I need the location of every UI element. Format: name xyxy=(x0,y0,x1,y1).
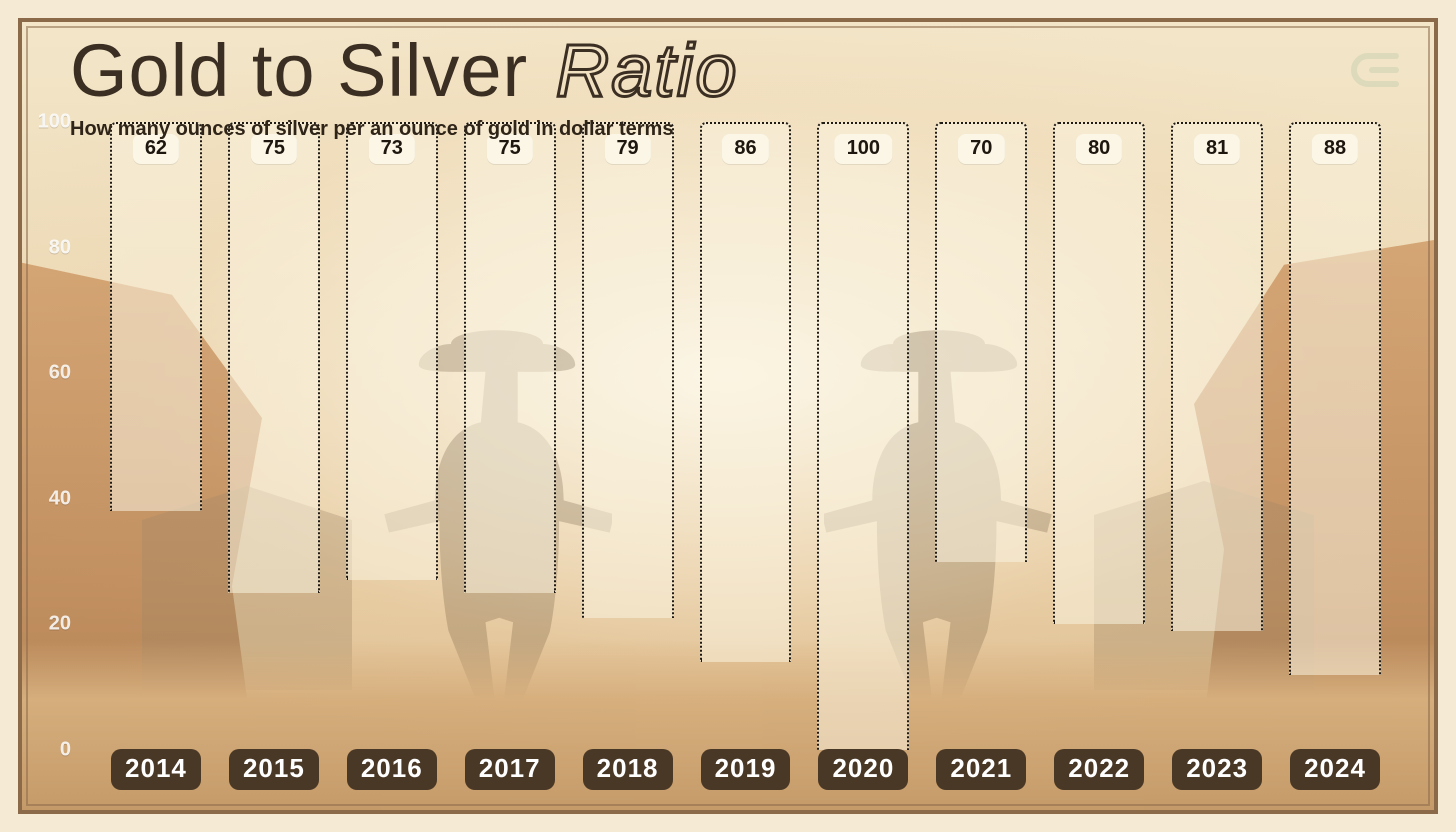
bar-slot: 80 xyxy=(1040,122,1158,750)
plot-area: 62757375798610070808188 020406080100 xyxy=(77,122,1404,750)
bar-slot: 88 xyxy=(1276,122,1394,750)
x-tick-label: 2021 xyxy=(922,749,1040,790)
bar: 70 xyxy=(935,122,1027,562)
bar-slot: 62 xyxy=(97,122,215,750)
page: Gold to Silver Ratio How many ounces of … xyxy=(0,0,1456,832)
x-tick-label: 2015 xyxy=(215,749,333,790)
y-tick-label: 100 xyxy=(31,111,71,134)
chart-frame: Gold to Silver Ratio How many ounces of … xyxy=(18,18,1438,814)
bar: 75 xyxy=(228,122,320,593)
x-tick-label: 2022 xyxy=(1040,749,1158,790)
chart-area: 62757375798610070808188 020406080100 xyxy=(77,122,1404,750)
y-tick-label: 20 xyxy=(31,613,71,636)
bar-slot: 73 xyxy=(333,122,451,750)
bar: 100 xyxy=(817,122,909,750)
bar-slot: 70 xyxy=(922,122,1040,750)
title-solid: Gold to Silver xyxy=(70,29,528,112)
bar-slot: 75 xyxy=(451,122,569,750)
y-tick-label: 80 xyxy=(31,236,71,259)
bar: 79 xyxy=(582,122,674,618)
bar-slot: 81 xyxy=(1158,122,1276,750)
bar: 62 xyxy=(110,122,202,511)
x-tick-label: 2016 xyxy=(333,749,451,790)
bars-container: 62757375798610070808188 xyxy=(97,122,1394,750)
bar: 86 xyxy=(700,122,792,662)
x-tick-label: 2023 xyxy=(1158,749,1276,790)
bar: 80 xyxy=(1053,122,1145,624)
x-axis: 2014201520162017201820192020202120222023… xyxy=(97,749,1394,790)
bar: 88 xyxy=(1289,122,1381,675)
x-tick-label: 2018 xyxy=(569,749,687,790)
chart-title: Gold to Silver Ratio xyxy=(70,34,1374,108)
bar-slot: 75 xyxy=(215,122,333,750)
bar-slot: 100 xyxy=(804,122,922,750)
bar: 81 xyxy=(1171,122,1263,631)
bar-slot: 79 xyxy=(569,122,687,750)
chart-subtitle: How many ounces of silver per an ounce o… xyxy=(70,118,1374,141)
x-tick-label: 2020 xyxy=(804,749,922,790)
y-tick-label: 60 xyxy=(31,362,71,385)
x-tick-label: 2014 xyxy=(97,749,215,790)
x-tick-label: 2017 xyxy=(451,749,569,790)
y-tick-label: 40 xyxy=(31,487,71,510)
x-tick-label: 2024 xyxy=(1276,749,1394,790)
bar-slot: 86 xyxy=(687,122,805,750)
x-tick-label: 2019 xyxy=(687,749,805,790)
title-outline: Ratio xyxy=(550,29,739,112)
bar: 73 xyxy=(346,122,438,580)
bar: 75 xyxy=(464,122,556,593)
y-tick-label: 0 xyxy=(31,739,71,762)
title-block: Gold to Silver Ratio How many ounces of … xyxy=(70,34,1374,141)
